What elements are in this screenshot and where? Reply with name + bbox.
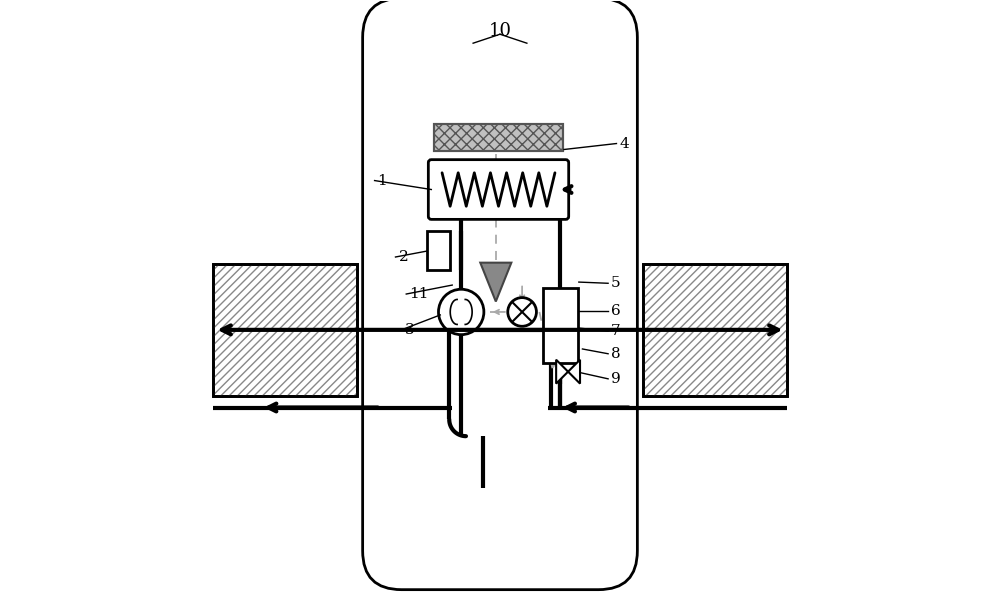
Bar	[643, 264, 787, 395]
Circle shape	[508, 298, 536, 326]
Bar	[213, 264, 357, 395]
Text: 11: 11	[409, 287, 429, 301]
Bar	[543, 288, 578, 363]
Text: 1: 1	[378, 173, 387, 188]
Bar	[213, 264, 357, 395]
Text: 6: 6	[611, 304, 621, 318]
Polygon shape	[568, 360, 580, 383]
Text: 5: 5	[611, 276, 621, 290]
Bar	[434, 124, 563, 151]
Polygon shape	[556, 360, 568, 383]
Text: 8: 8	[611, 347, 621, 361]
Bar	[427, 232, 450, 270]
Polygon shape	[480, 263, 511, 301]
Text: 2: 2	[398, 250, 408, 264]
Text: 7: 7	[611, 324, 621, 338]
Bar	[643, 264, 787, 395]
Bar	[434, 124, 563, 151]
Text: 3: 3	[404, 323, 414, 337]
FancyBboxPatch shape	[363, 0, 637, 590]
Text: 10: 10	[488, 22, 512, 40]
Circle shape	[438, 289, 484, 335]
Bar	[213, 264, 357, 395]
Text: 4: 4	[619, 137, 629, 151]
FancyBboxPatch shape	[428, 160, 569, 220]
Bar	[643, 264, 787, 395]
Text: 9: 9	[611, 372, 621, 386]
Bar	[434, 124, 563, 151]
